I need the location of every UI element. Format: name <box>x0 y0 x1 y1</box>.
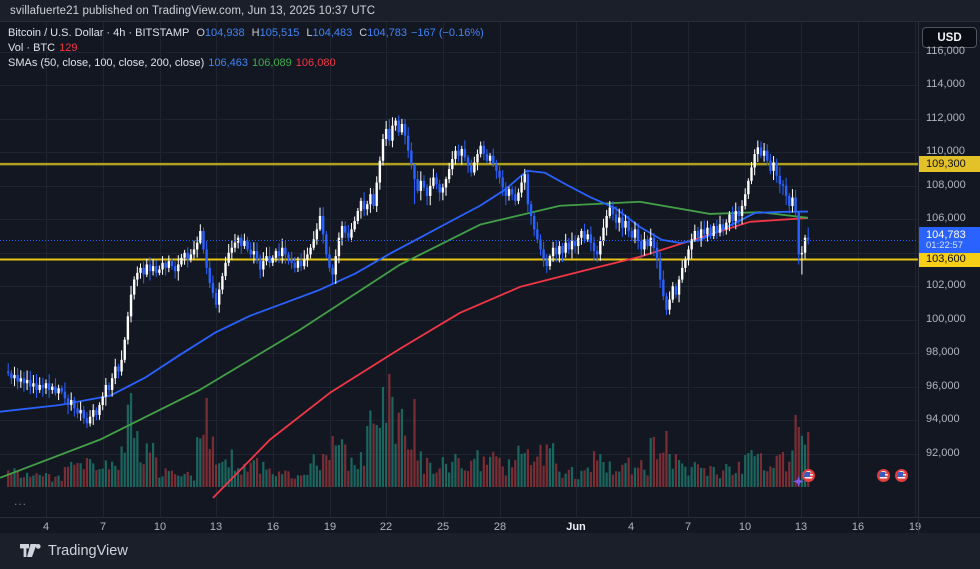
time-tick-label: 28 <box>493 521 507 533</box>
price-tick-label: 94,000 <box>926 413 960 426</box>
ohlc-key: H <box>251 27 260 39</box>
price-tick-label: 98,000 <box>926 346 960 359</box>
ohlc-values: O104,938 H105,515 L104,483 C104,783 <box>189 27 407 39</box>
volume-value: 129 <box>59 42 78 54</box>
bar-countdown: 01:22:57 <box>926 239 963 251</box>
price-tick-label: 106,000 <box>926 212 966 225</box>
economic-event-flag-icon[interactable] <box>802 469 815 482</box>
currency-toggle-button[interactable]: USD <box>922 27 977 48</box>
time-tick-label: 7 <box>684 521 692 533</box>
sma200-value: 106,080 <box>295 57 336 69</box>
volume-label: Vol · BTC <box>8 42 56 54</box>
price-tick-label: 114,000 <box>926 78 965 91</box>
chart-region: Bitcoin / U.S. Dollar · 4h · BITSTAMP O1… <box>0 22 980 533</box>
time-tick-label: 13 <box>209 521 223 533</box>
time-tick-label: 19 <box>908 521 922 533</box>
time-tick-label: 16 <box>266 521 280 533</box>
footer-bar: TradingView <box>0 533 980 569</box>
tradingview-logo-icon[interactable] <box>20 543 41 559</box>
event-star-icon[interactable] <box>793 476 804 487</box>
ohlc-value: 104,938 <box>204 27 245 39</box>
legend-volume-row[interactable]: Vol · BTC 129 <box>8 41 484 55</box>
time-tick-label: 4 <box>627 521 635 533</box>
upper-line-price-label: 109,300 <box>919 156 980 173</box>
publish-text: svillafuerte21 published on TradingView.… <box>10 4 376 17</box>
change-value: −167 (−0.16%) <box>411 27 484 39</box>
time-tick-label: 4 <box>42 521 50 533</box>
time-tick-label: 22 <box>379 521 393 533</box>
legend-symbol-row[interactable]: Bitcoin / U.S. Dollar · 4h · BITSTAMP O1… <box>8 26 484 40</box>
chart-legend: Bitcoin / U.S. Dollar · 4h · BITSTAMP O1… <box>8 26 484 71</box>
symbol-title[interactable]: Bitcoin / U.S. Dollar · 4h · BITSTAMP <box>8 27 190 39</box>
last-price-label: 104,783 01:22:57 <box>919 226 980 253</box>
ohlc-key: L <box>306 27 313 39</box>
time-tick-label: 10 <box>153 521 167 533</box>
lower-line-price-label: 103,600 <box>919 251 980 268</box>
price-tick-label: 92,000 <box>926 446 960 459</box>
price-chart-canvas[interactable] <box>0 22 918 517</box>
publish-bar: svillafuerte21 published on TradingView.… <box>0 0 980 22</box>
last-price-value: 104,783 <box>926 228 966 241</box>
economic-event-flag-icon[interactable] <box>895 469 908 482</box>
ohlc-key: O <box>196 27 205 39</box>
ohlc-value: 104,783 <box>367 27 407 39</box>
sma-label: SMAs (50, close, 100, close, 200, close) <box>8 57 205 69</box>
time-tick-label: 7 <box>99 521 107 533</box>
price-tick-label: 100,000 <box>926 312 966 325</box>
price-tick-label: 108,000 <box>926 178 966 191</box>
ohlc-value: 104,483 <box>312 27 353 39</box>
more-indicators-ellipsis[interactable]: ... <box>14 494 28 508</box>
ohlc-value: 105,515 <box>259 27 300 39</box>
sma100-value: 106,089 <box>252 57 292 69</box>
time-tick-label: 10 <box>738 521 752 533</box>
time-tick-label: 13 <box>794 521 808 533</box>
time-axis[interactable]: 4 7 10 13 16 19 22 25 28 Jun 4 7 10 13 16 19 <box>0 517 980 533</box>
time-tick-label: 16 <box>851 521 865 533</box>
price-axis[interactable]: USD 109,300 103,600 104,783 01:22:57 116… <box>918 22 980 517</box>
economic-event-flag-icon[interactable] <box>877 469 890 482</box>
legend-sma-row[interactable]: SMAs (50, close, 100, close, 200, close)… <box>8 56 484 70</box>
price-tick-label: 110,000 <box>926 145 965 158</box>
price-tick-label: 96,000 <box>926 379 960 392</box>
time-tick-label: Jun <box>566 521 586 533</box>
time-tick-label: 19 <box>323 521 337 533</box>
price-tick-label: 102,000 <box>926 279 966 292</box>
ohlc-key: C <box>359 27 368 39</box>
price-axis-border <box>918 22 919 533</box>
price-tick-label: 112,000 <box>926 111 965 124</box>
price-tick-label: 116,000 <box>926 45 965 57</box>
tradingview-brand-text[interactable]: TradingView <box>48 543 128 559</box>
sma50-value: 106,463 <box>208 57 249 69</box>
time-tick-label: 25 <box>436 521 450 533</box>
